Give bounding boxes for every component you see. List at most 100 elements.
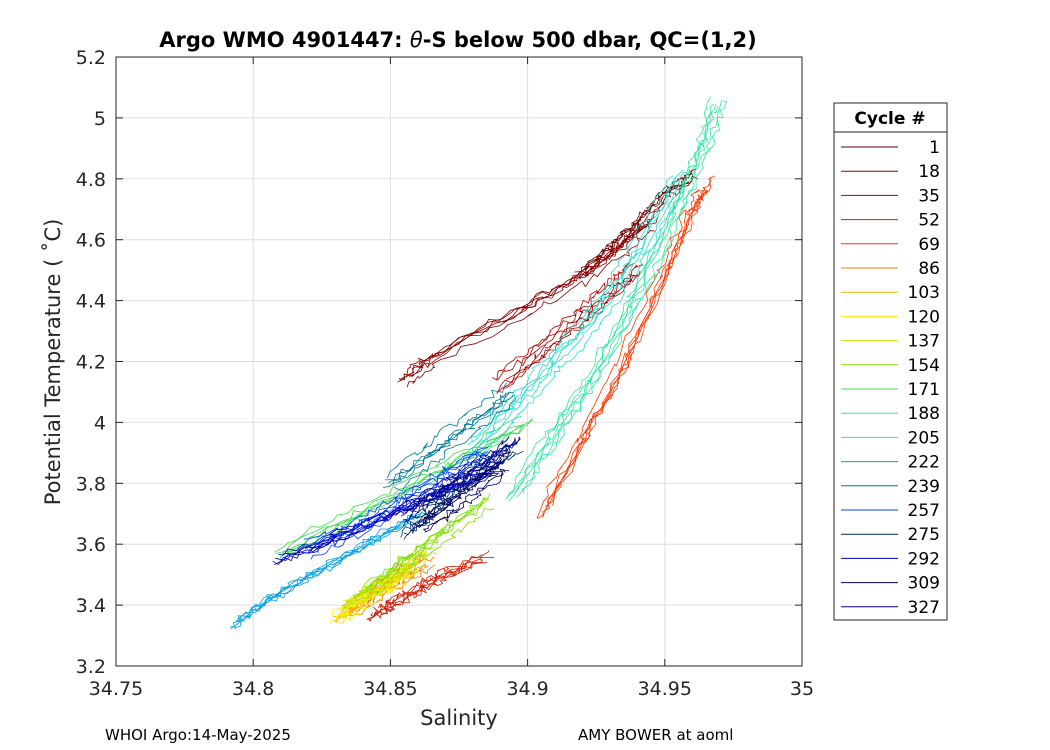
profile-trace <box>507 103 716 497</box>
legend-label-cycle-154: 154 <box>908 356 940 376</box>
profile-trace <box>416 462 498 528</box>
x-tick-label: 35 <box>790 678 814 700</box>
series-cycle-222 <box>230 511 428 630</box>
legend-items: 1 18 35 52 69 86 103 120 137 154 171 188 205 222 239 25… <box>841 138 940 618</box>
profile-trace <box>536 189 700 519</box>
profile-trace <box>404 218 653 376</box>
profile-trace <box>350 564 436 617</box>
legend-label-cycle-69: 69 <box>918 235 940 255</box>
profile-trace <box>370 493 491 589</box>
series-cycle-309 <box>411 458 510 533</box>
profile-trace <box>508 105 719 502</box>
profile-trace <box>393 397 517 492</box>
y-tick-label: 4.4 <box>76 291 106 313</box>
profile-trace <box>464 180 674 459</box>
profile-trace <box>397 224 646 383</box>
profile-trace <box>406 229 656 388</box>
profile-trace <box>574 178 685 273</box>
y-tick-label: 4.2 <box>76 352 106 374</box>
profile-trace <box>582 176 694 277</box>
profile-trace <box>385 391 514 481</box>
y-tick-label: 3.4 <box>76 595 106 617</box>
series-cycle-18 <box>397 217 659 388</box>
profile-trace <box>362 499 488 592</box>
profile-trace <box>284 419 533 552</box>
legend-label-cycle-103: 103 <box>908 283 940 303</box>
title-prefix: Argo WMO 4901447: <box>159 28 410 52</box>
legend-label-cycle-309: 309 <box>908 574 940 594</box>
profile-trace <box>377 550 490 608</box>
x-tick-label: 34.85 <box>363 678 417 700</box>
legend-label-cycle-35: 35 <box>918 186 940 206</box>
legend-label-cycle-292: 292 <box>908 549 940 569</box>
footer-left-credit: WHOI Argo:14-May-2025 <box>105 726 291 744</box>
profile-trace <box>423 458 505 525</box>
profile-trace <box>551 175 716 506</box>
y-tick-label: 4.8 <box>76 169 106 191</box>
x-tick-label: 34.95 <box>638 678 692 700</box>
profile-trace <box>366 560 482 622</box>
y-tick-label: 4.6 <box>76 230 106 252</box>
profile-trace <box>361 497 486 591</box>
profile-trace <box>423 468 510 531</box>
profile-trace <box>403 443 514 521</box>
profile-trace <box>365 496 489 589</box>
legend-label-cycle-86: 86 <box>918 259 940 279</box>
legend-label-cycle-120: 120 <box>908 307 940 327</box>
profile-trace <box>366 508 495 599</box>
series-cycle-69 <box>536 175 716 520</box>
y-tick-label: 5 <box>94 108 106 130</box>
x-tick-label: 34.75 <box>89 678 143 700</box>
profile-trace <box>542 189 709 518</box>
y-tick-label: 3.6 <box>76 534 106 556</box>
series-cycle-239 <box>383 382 517 492</box>
series-cycle-52 <box>366 550 495 622</box>
legend-label-cycle-275: 275 <box>908 525 940 545</box>
profile-trace <box>418 461 505 521</box>
y-axis-label: Potential Temperature ( ˚C) <box>41 219 65 506</box>
x-tick-label: 34.8 <box>232 678 274 700</box>
legend-label-cycle-257: 257 <box>908 501 940 521</box>
series-cycle-205 <box>464 169 684 461</box>
profile-trace <box>521 100 728 493</box>
chart-title: Argo WMO 4901447: θ-S below 500 dbar, QC… <box>159 28 756 52</box>
legend-label-cycle-327: 327 <box>908 598 940 618</box>
profile-trace <box>411 466 494 529</box>
legend-label-cycle-222: 222 <box>908 453 940 473</box>
profile-trace <box>274 415 522 553</box>
legend-label-cycle-1: 1 <box>929 138 940 158</box>
legend-title: Cycle # <box>854 109 925 129</box>
profile-trace <box>280 470 503 563</box>
profile-trace <box>537 191 704 520</box>
y-tick-label: 5.2 <box>76 47 106 69</box>
profile-trace <box>400 219 651 381</box>
series-cycle-154 <box>353 493 495 599</box>
legend-label-cycle-171: 171 <box>908 380 940 400</box>
legend-label-cycle-18: 18 <box>918 162 940 182</box>
profile-trace <box>467 175 674 446</box>
profile-trace <box>496 273 639 394</box>
profile-trace <box>351 552 438 606</box>
legend-label-cycle-188: 188 <box>908 404 940 424</box>
x-tick-label: 34.9 <box>506 678 548 700</box>
profile-trace <box>496 258 631 381</box>
y-tick-label: 3.8 <box>76 473 106 495</box>
profile-trace <box>343 568 425 619</box>
profile-trace <box>492 262 634 381</box>
profile-trace <box>474 177 676 451</box>
profile-trace <box>353 503 482 598</box>
profile-trace <box>502 271 641 389</box>
x-axis-label: Salinity <box>420 706 498 730</box>
profile-trace <box>337 570 420 625</box>
footer-right-credit: AMY BOWER at aoml <box>578 726 733 744</box>
legend-label-cycle-137: 137 <box>908 332 940 352</box>
series-cycle-327 <box>395 436 521 521</box>
legend-label-cycle-205: 205 <box>908 428 940 448</box>
profile-trace <box>386 382 507 479</box>
axis-ticks: 34.75 34.8 34.85 34.9 34.95 35 3.2 3.4 3.6 3.8 4 4.… <box>76 47 814 700</box>
profile-trace <box>406 436 521 513</box>
profile-trace <box>395 443 509 516</box>
series-cycle-188 <box>505 96 728 502</box>
profile-trace <box>232 516 419 630</box>
